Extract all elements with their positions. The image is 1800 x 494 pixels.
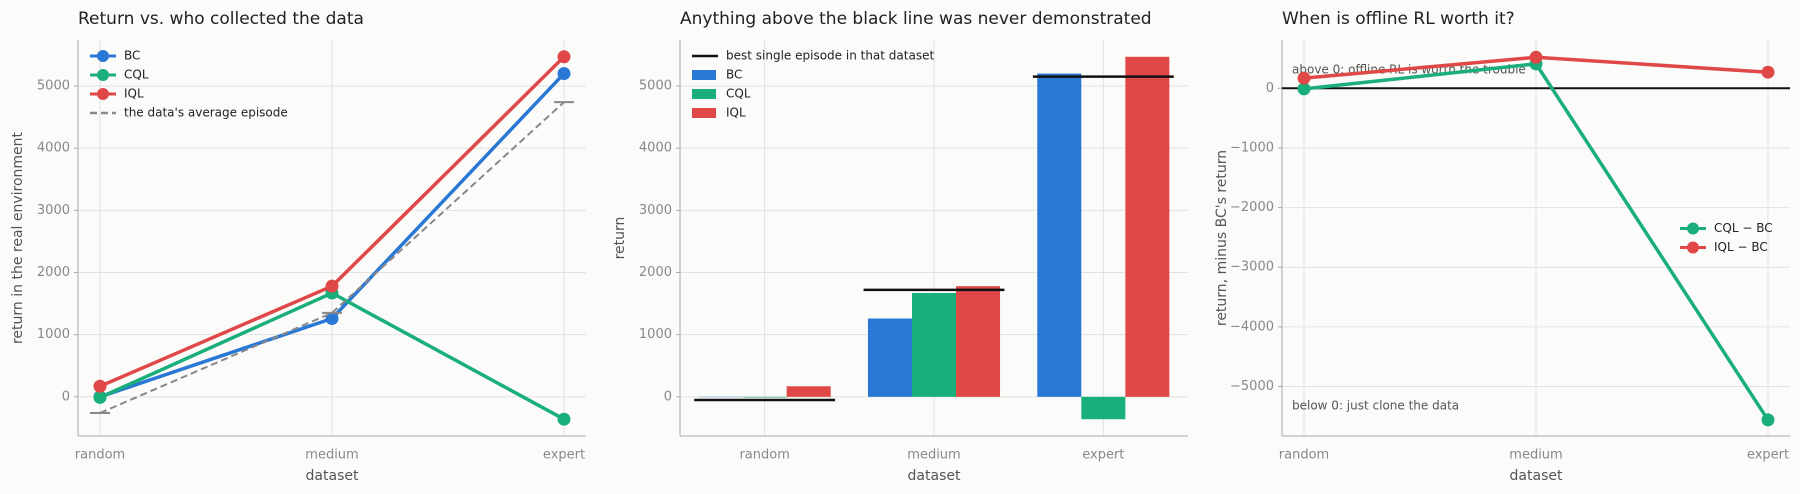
bar <box>786 386 831 397</box>
y-tick-label: −4000 <box>1230 319 1274 334</box>
y-tick-label: −5000 <box>1230 379 1274 394</box>
series-marker <box>1761 413 1775 427</box>
bar <box>956 286 1001 397</box>
y-tick-label: 5000 <box>639 79 672 94</box>
y-tick-label: 4000 <box>639 141 672 156</box>
annotation: below 0: just clone the data <box>1292 399 1459 413</box>
y-tick-label: −2000 <box>1230 200 1274 215</box>
y-axis-label: return <box>612 217 628 260</box>
y-tick-label: 4000 <box>37 141 70 156</box>
y-tick-label: 1000 <box>37 327 70 342</box>
x-tick-label: random <box>1279 448 1329 463</box>
bar <box>1037 73 1082 397</box>
y-tick-label: 0 <box>1266 81 1274 96</box>
chart-title: When is offline RL worth it? <box>1282 9 1515 29</box>
bar <box>911 293 957 397</box>
series-marker <box>1297 71 1311 85</box>
chart-title: Anything above the black line was never … <box>680 9 1152 29</box>
y-tick-label: 1000 <box>639 327 672 342</box>
series-marker <box>1297 82 1311 96</box>
legend-label: BC <box>124 49 140 63</box>
x-tick-label: random <box>75 448 125 463</box>
series-marker <box>1761 65 1775 79</box>
series-marker <box>557 412 571 426</box>
legend-label: IQL <box>726 106 746 120</box>
legend-swatch <box>692 89 716 99</box>
legend-swatch <box>97 88 109 100</box>
legend-swatch <box>692 70 716 80</box>
x-tick-label: expert <box>543 448 585 463</box>
chart-title: Return vs. who collected the data <box>78 9 364 29</box>
x-axis-label: dataset <box>306 468 359 484</box>
bar <box>1125 56 1170 397</box>
legend-swatch <box>1687 241 1699 254</box>
legend-label: CQL − BC <box>1714 221 1773 235</box>
x-tick-label: medium <box>305 448 358 463</box>
y-tick-label: 5000 <box>37 79 70 94</box>
legend-label: IQL − BC <box>1714 240 1768 254</box>
y-tick-label: 2000 <box>639 265 672 280</box>
legend-label: CQL <box>726 87 751 101</box>
bar <box>1081 396 1126 420</box>
x-tick-label: random <box>739 448 789 463</box>
y-tick-label: −1000 <box>1230 140 1274 155</box>
x-tick-label: medium <box>1509 448 1562 463</box>
y-tick-label: 3000 <box>37 203 70 218</box>
series-marker <box>1529 50 1543 64</box>
x-tick-label: medium <box>907 448 960 463</box>
y-tick-label: 0 <box>62 389 70 404</box>
legend-swatch <box>97 69 109 81</box>
legend-label: CQL <box>124 68 149 82</box>
y-axis-label: return in the real environment <box>10 131 26 344</box>
bar <box>867 318 912 397</box>
y-tick-label: −3000 <box>1230 260 1274 275</box>
y-axis-label: return, minus BC's return <box>1214 150 1230 326</box>
x-axis-label: dataset <box>908 468 961 484</box>
y-tick-label: 3000 <box>639 203 672 218</box>
series-marker <box>557 67 571 81</box>
x-tick-label: expert <box>1747 448 1789 463</box>
legend-label: BC <box>726 68 742 82</box>
legend-swatch <box>97 50 109 62</box>
legend-swatch <box>1687 222 1699 235</box>
legend-label: the data's average episode <box>124 106 288 120</box>
legend-label: best single episode in that dataset <box>726 49 934 63</box>
x-tick-label: expert <box>1082 448 1124 463</box>
x-axis-label: dataset <box>1510 468 1563 484</box>
legend-label: IQL <box>124 87 144 101</box>
bar <box>742 396 787 398</box>
series-marker <box>93 390 107 404</box>
series-marker <box>93 379 107 393</box>
y-tick-label: 2000 <box>37 265 70 280</box>
legend-swatch <box>692 108 716 118</box>
series-marker <box>325 279 339 293</box>
y-tick-label: 0 <box>664 389 672 404</box>
series-marker <box>557 50 571 64</box>
